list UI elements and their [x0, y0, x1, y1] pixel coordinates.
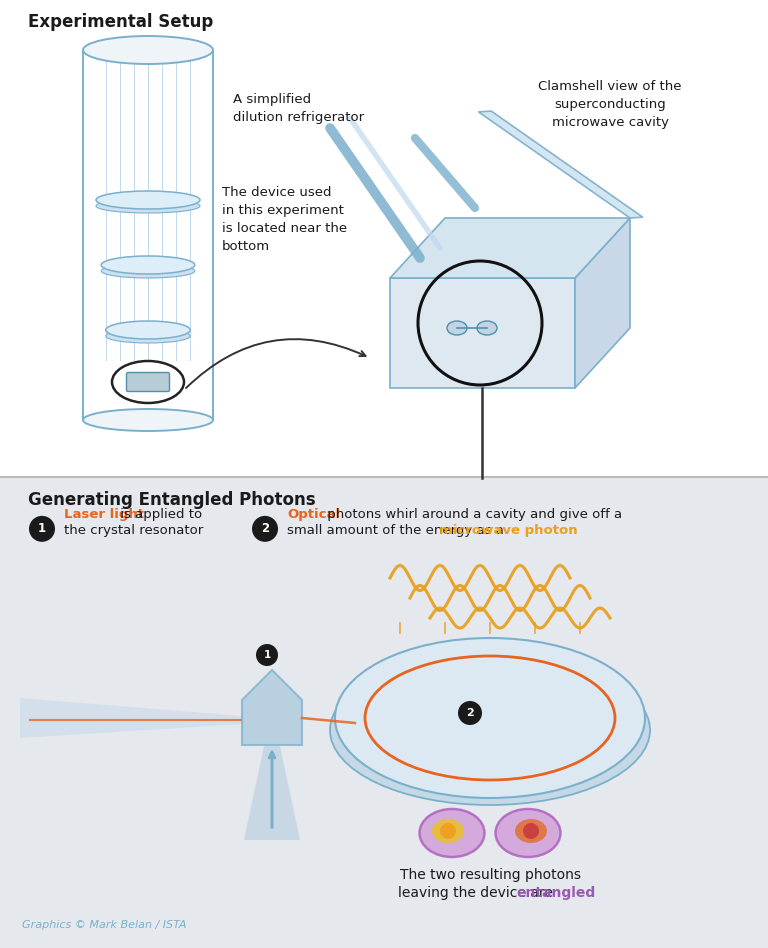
Text: 1: 1	[263, 650, 270, 660]
Circle shape	[256, 644, 278, 666]
Text: Graphics © Mark Belan / ISTA: Graphics © Mark Belan / ISTA	[22, 920, 187, 930]
Text: Generating Entangled Photons: Generating Entangled Photons	[28, 491, 316, 509]
Text: the crystal resonator: the crystal resonator	[64, 524, 204, 537]
Polygon shape	[390, 278, 575, 388]
Ellipse shape	[83, 409, 213, 431]
Ellipse shape	[495, 809, 561, 857]
Ellipse shape	[83, 36, 213, 64]
Ellipse shape	[447, 321, 467, 335]
Polygon shape	[244, 746, 300, 840]
Bar	[0, 477, 768, 948]
Text: leaving the device are: leaving the device are	[398, 886, 558, 900]
Text: A simplified
dilution refrigerator: A simplified dilution refrigerator	[233, 93, 364, 124]
Text: small amount of the energy as a: small amount of the energy as a	[287, 524, 508, 537]
Text: Clamshell view of the
superconducting
microwave cavity: Clamshell view of the superconducting mi…	[538, 80, 682, 129]
Ellipse shape	[106, 329, 190, 343]
Polygon shape	[575, 218, 630, 388]
Text: entangled: entangled	[516, 886, 595, 900]
Text: The two resulting photons: The two resulting photons	[399, 868, 581, 882]
Text: Optical: Optical	[287, 508, 340, 520]
Ellipse shape	[96, 191, 200, 209]
Ellipse shape	[515, 819, 547, 843]
Circle shape	[523, 823, 539, 839]
Ellipse shape	[101, 256, 195, 274]
Polygon shape	[242, 670, 302, 745]
Ellipse shape	[101, 264, 195, 278]
Polygon shape	[20, 698, 242, 738]
Ellipse shape	[335, 638, 645, 798]
Ellipse shape	[419, 809, 485, 857]
Text: Laser light: Laser light	[64, 508, 144, 520]
Ellipse shape	[96, 199, 200, 213]
Circle shape	[252, 516, 278, 542]
Text: 1: 1	[38, 522, 46, 536]
Text: photons whirl around a cavity and give off a: photons whirl around a cavity and give o…	[323, 508, 622, 520]
Polygon shape	[478, 111, 643, 218]
Ellipse shape	[477, 321, 497, 335]
Text: Experimental Setup: Experimental Setup	[28, 13, 214, 31]
Ellipse shape	[106, 321, 190, 339]
Circle shape	[440, 823, 456, 839]
Text: 2: 2	[466, 708, 474, 718]
Text: 2: 2	[261, 522, 269, 536]
FancyBboxPatch shape	[127, 373, 170, 392]
Ellipse shape	[432, 819, 464, 843]
Polygon shape	[390, 218, 630, 278]
Text: microwave photon: microwave photon	[439, 524, 578, 537]
Text: is applied to: is applied to	[116, 508, 202, 520]
Ellipse shape	[330, 655, 650, 805]
Circle shape	[458, 701, 482, 725]
Circle shape	[29, 516, 55, 542]
Text: The device used
in this experiment
is located near the
bottom: The device used in this experiment is lo…	[222, 186, 347, 253]
